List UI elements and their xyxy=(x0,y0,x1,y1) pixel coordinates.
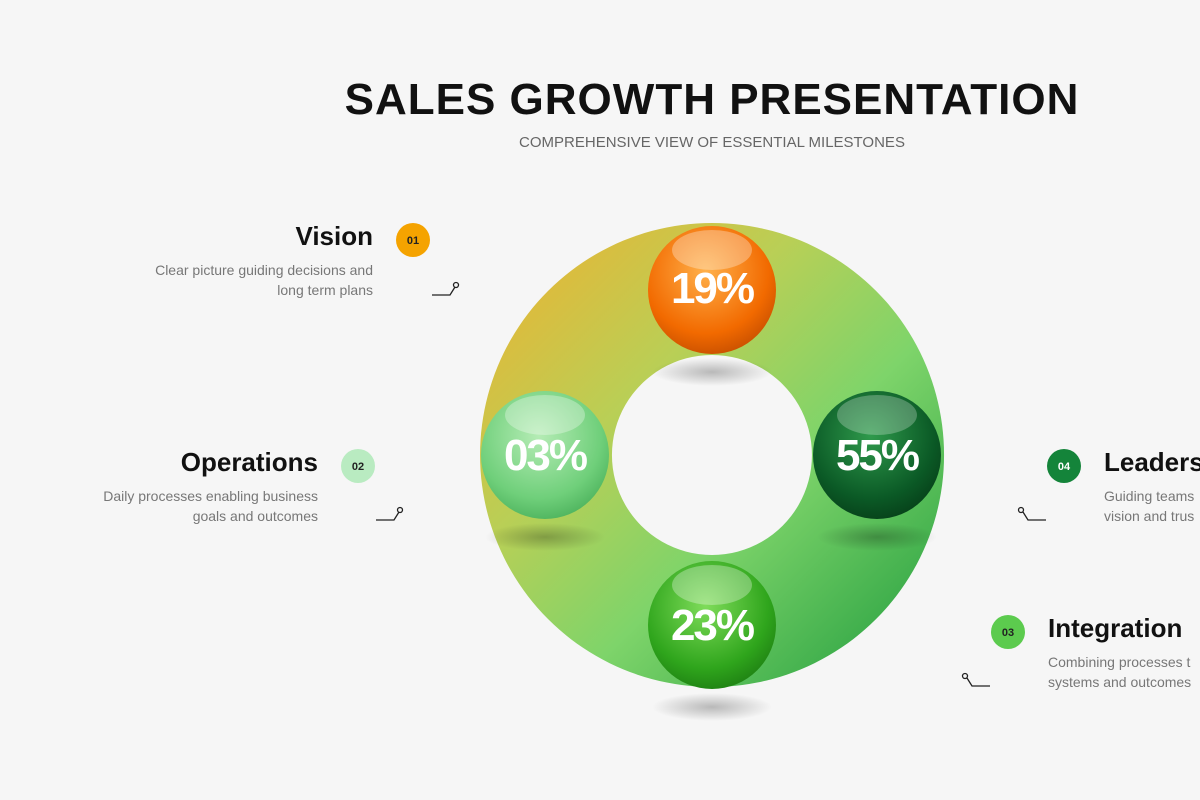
sphere: 55% xyxy=(813,391,941,551)
badge-label: 02 xyxy=(352,461,364,473)
item-title: Vision xyxy=(295,221,373,251)
item-description: Combining processes t xyxy=(1048,654,1191,670)
sphere-label: 19% xyxy=(671,264,754,313)
item-description: Guiding teams xyxy=(1104,488,1194,504)
item-title: Integration xyxy=(1048,613,1182,643)
item-description: Daily processes enabling business xyxy=(103,488,318,504)
item-description: systems and outcomes xyxy=(1048,674,1191,690)
badge xyxy=(341,449,375,483)
badge xyxy=(991,615,1025,649)
connector-icon xyxy=(432,286,456,296)
badge xyxy=(396,223,430,257)
item-title: Operations xyxy=(181,447,318,477)
sphere: 19% xyxy=(648,226,776,386)
item-description: vision and trus xyxy=(1104,508,1194,524)
subtitle: COMPREHENSIVE VIEW OF ESSENTIAL MILESTON… xyxy=(519,134,905,151)
badge-label: 01 xyxy=(407,235,419,247)
sphere-label: 55% xyxy=(836,431,919,480)
badge-label: 03 xyxy=(1002,627,1014,639)
connector-icon xyxy=(376,511,400,521)
badge-label: 04 xyxy=(1058,461,1071,473)
sphere: 23% xyxy=(648,561,776,721)
sphere-label: 23% xyxy=(671,601,754,650)
item-description: goals and outcomes xyxy=(193,508,318,524)
item-description: Clear picture guiding decisions and xyxy=(155,262,373,278)
item-description: long term plans xyxy=(277,282,373,298)
connector-icon xyxy=(966,677,990,687)
connector-icon xyxy=(1022,511,1046,521)
title: SALES GROWTH PRESENTATION xyxy=(345,75,1080,124)
sphere-label: 03% xyxy=(504,431,587,480)
item-title: Leaders xyxy=(1104,447,1200,477)
donut xyxy=(480,223,945,687)
badge xyxy=(1047,449,1081,483)
sphere: 03% xyxy=(481,391,609,551)
